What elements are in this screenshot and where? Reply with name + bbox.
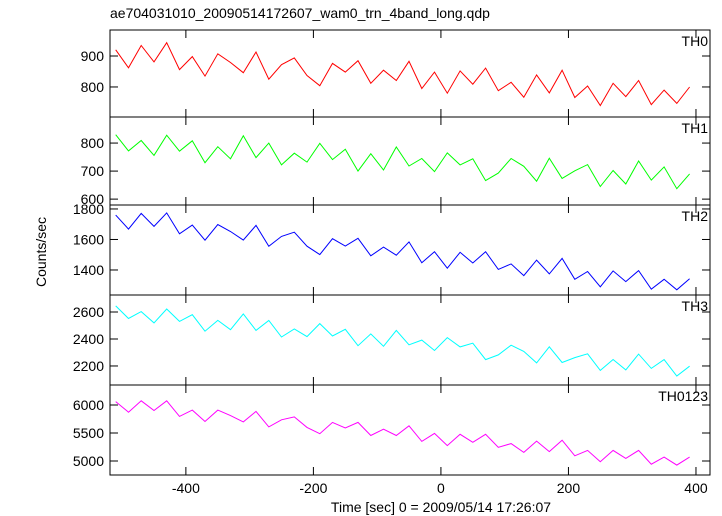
y-tick-label: 1400 <box>73 262 104 278</box>
y-tick-label: 1600 <box>73 231 104 247</box>
x-tick-label: -200 <box>299 480 327 496</box>
panel-frame <box>109 384 711 476</box>
series-line <box>115 212 690 291</box>
y-tick-label: 2600 <box>73 304 104 320</box>
panel-label: TH0123 <box>658 388 708 404</box>
y-tick-label: 600 <box>81 191 105 207</box>
series-line <box>115 41 690 107</box>
panel-frame <box>109 29 711 118</box>
y-tick-label: 6000 <box>73 397 104 413</box>
y-tick-label: 2200 <box>73 358 104 374</box>
y-tick-label: 2400 <box>73 331 104 347</box>
series-line <box>115 400 690 466</box>
x-tick-label: -400 <box>172 480 200 496</box>
x-axis-label: Time [sec] 0 = 2009/05/14 17:26:07 <box>331 499 551 515</box>
y-axis-label: Counts/sec <box>33 217 49 287</box>
x-tick-label: 400 <box>684 480 708 496</box>
x-tick-label: 0 <box>437 480 445 496</box>
series-line <box>115 305 690 377</box>
y-tick-label: 700 <box>81 163 105 179</box>
panel-frame <box>109 294 711 386</box>
panel-label: TH0 <box>682 33 709 49</box>
panel-frame <box>109 116 711 206</box>
y-tick-label: 800 <box>81 79 105 95</box>
y-tick-label: 1800 <box>73 201 104 217</box>
y-tick-label: 5000 <box>73 453 104 469</box>
panel-label: TH1 <box>682 120 709 136</box>
y-tick-label: 900 <box>81 48 105 64</box>
panel-label: TH2 <box>682 208 709 224</box>
panel-frame <box>109 204 711 296</box>
chart-title: ae704031010_20090514172607_wam0_trn_4ban… <box>110 5 490 21</box>
y-tick-label: 5500 <box>73 425 104 441</box>
y-tick-label: 800 <box>81 135 105 151</box>
panel-label: TH3 <box>682 298 709 314</box>
series-line <box>115 134 690 190</box>
x-tick-label: 200 <box>557 480 581 496</box>
